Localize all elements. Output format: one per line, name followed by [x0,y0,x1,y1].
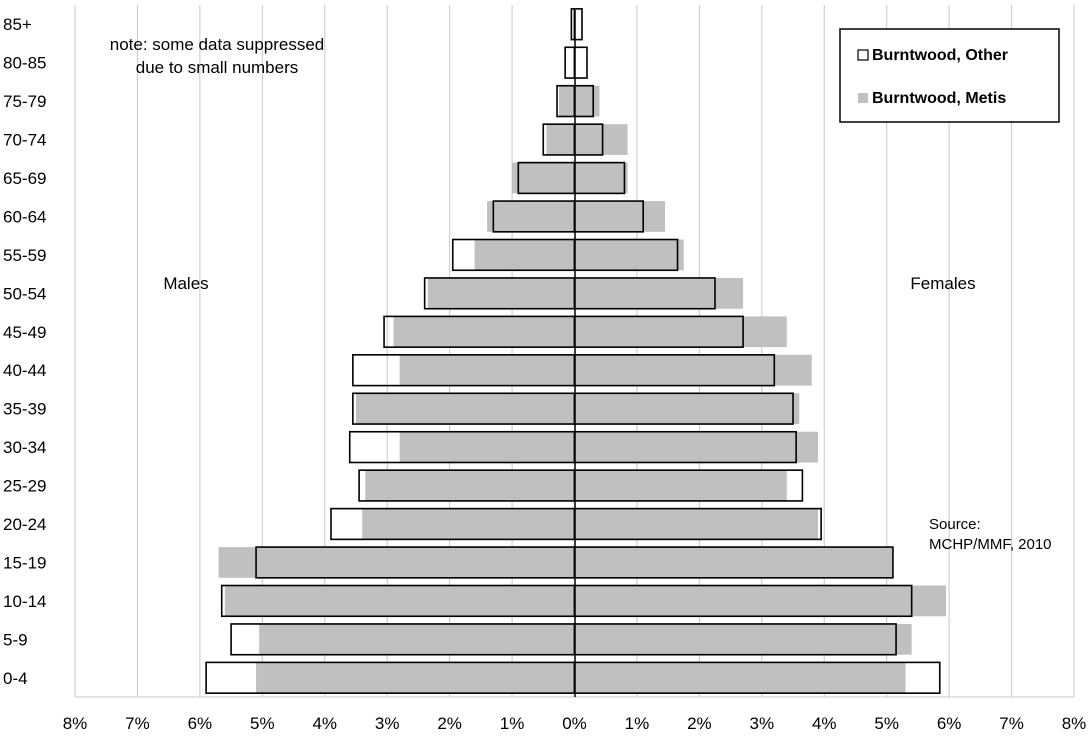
bar-metis-female [574,354,812,386]
x-tick-label: 8% [1062,714,1087,733]
bar-metis-male [399,431,575,463]
y-tick-label: 75-79 [3,92,46,111]
x-tick-labels: 8% 7% 6% 5% 4% 3% 2% 1% 0% 1% 2% 3% 4% 5% 6% 7% 8% [63,714,1087,733]
y-tick-label: 30-34 [3,438,46,457]
y-tick-label: 25-29 [3,477,46,496]
x-tick-label: 7% [125,714,150,733]
x-tick-label: 5% [250,714,275,733]
x-tick-label: 2% [437,714,462,733]
bar-metis-male [256,662,575,694]
bar-metis-male [558,85,575,117]
legend: Burntwood, Other Burntwood, Metis [839,28,1060,123]
y-tick-label: 15-19 [3,553,46,572]
legend-label-other: Burntwood, Other [872,47,1008,64]
bar-metis-male [512,162,575,194]
source-text-line1: Source: [929,516,981,533]
bar-metis-female [574,623,912,655]
x-tick-label: 2% [687,714,712,733]
y-tick-label: 80-85 [3,54,46,73]
y-tick-label: 40-44 [3,361,46,380]
bar-metis-female [574,239,684,271]
legend-swatch-metis [858,93,868,103]
y-tick-label: 65-69 [3,169,46,188]
y-tick-label: 55-59 [3,246,46,265]
legend-label-metis: Burntwood, Metis [872,90,1006,107]
bar-metis-female [574,662,906,694]
y-tick-label: 50-54 [3,284,46,303]
bar-metis-male [362,508,575,540]
bar-metis-female [574,470,787,501]
bar-metis-female [574,508,819,540]
bar-metis-male [355,393,575,425]
bar-other-female [573,46,588,79]
bar-metis-male [427,277,575,309]
bar-metis-male [487,201,575,232]
bar-metis-male [218,547,575,578]
y-tick-label: 35-39 [3,400,46,419]
legend-swatch-other [857,49,869,61]
bar-metis-female [574,124,628,155]
bar-metis-female [574,277,744,309]
bar-metis-female [574,431,819,463]
note-text-line1: note: some data suppressed [110,35,325,54]
y-tick-label: 20-24 [3,515,46,534]
source-text-line2: MCHP/MMF, 2010 [929,536,1052,553]
note-text-line2: due to small numbers [136,58,299,77]
x-tick-label: 3% [375,714,400,733]
bar-metis-female [574,585,947,617]
x-tick-label: 6% [937,714,962,733]
bar-metis-female [574,85,600,117]
bar-metis-female [574,316,787,348]
y-tick-label: 70-74 [3,131,46,150]
y-tick-label: 85+ [3,15,32,34]
legend-box [839,28,1060,123]
x-tick-label: 1% [500,714,525,733]
x-tick-label: 4% [812,714,837,733]
x-tick-label: 0% [562,714,587,733]
y-tick-label: 60-64 [3,207,46,226]
x-tick-label: 8% [63,714,88,733]
bar-metis-male [365,470,575,501]
bar-metis-female [574,201,666,232]
y-tick-labels: 0-4 5-9 10-14 15-19 20-24 25-29 30-34 35-39 40-4… [3,15,46,688]
bars [205,8,947,694]
x-tick-label: 7% [999,714,1024,733]
y-tick-label: 10-14 [3,592,46,611]
y-tick-label: 0-4 [3,669,28,688]
y-tick-label: 5-9 [3,630,28,649]
x-tick-label: 6% [188,714,213,733]
bar-metis-male [399,354,575,386]
bar-metis-male [474,239,575,271]
bar-metis-male [224,585,575,617]
bar-metis-female [574,547,893,578]
bar-metis-male [259,623,575,655]
y-tick-label: 45-49 [3,323,46,342]
bar-other-male [564,46,576,79]
x-tick-label: 5% [874,714,899,733]
x-tick-label: 4% [312,714,337,733]
x-tick-label: 3% [750,714,775,733]
x-tick-label: 1% [625,714,650,733]
bar-metis-male [393,316,575,348]
bar-metis-male [546,124,575,155]
males-label: Males [163,274,208,293]
bar-metis-female [574,393,800,425]
females-label: Females [910,274,975,293]
bar-metis-female [574,162,628,194]
